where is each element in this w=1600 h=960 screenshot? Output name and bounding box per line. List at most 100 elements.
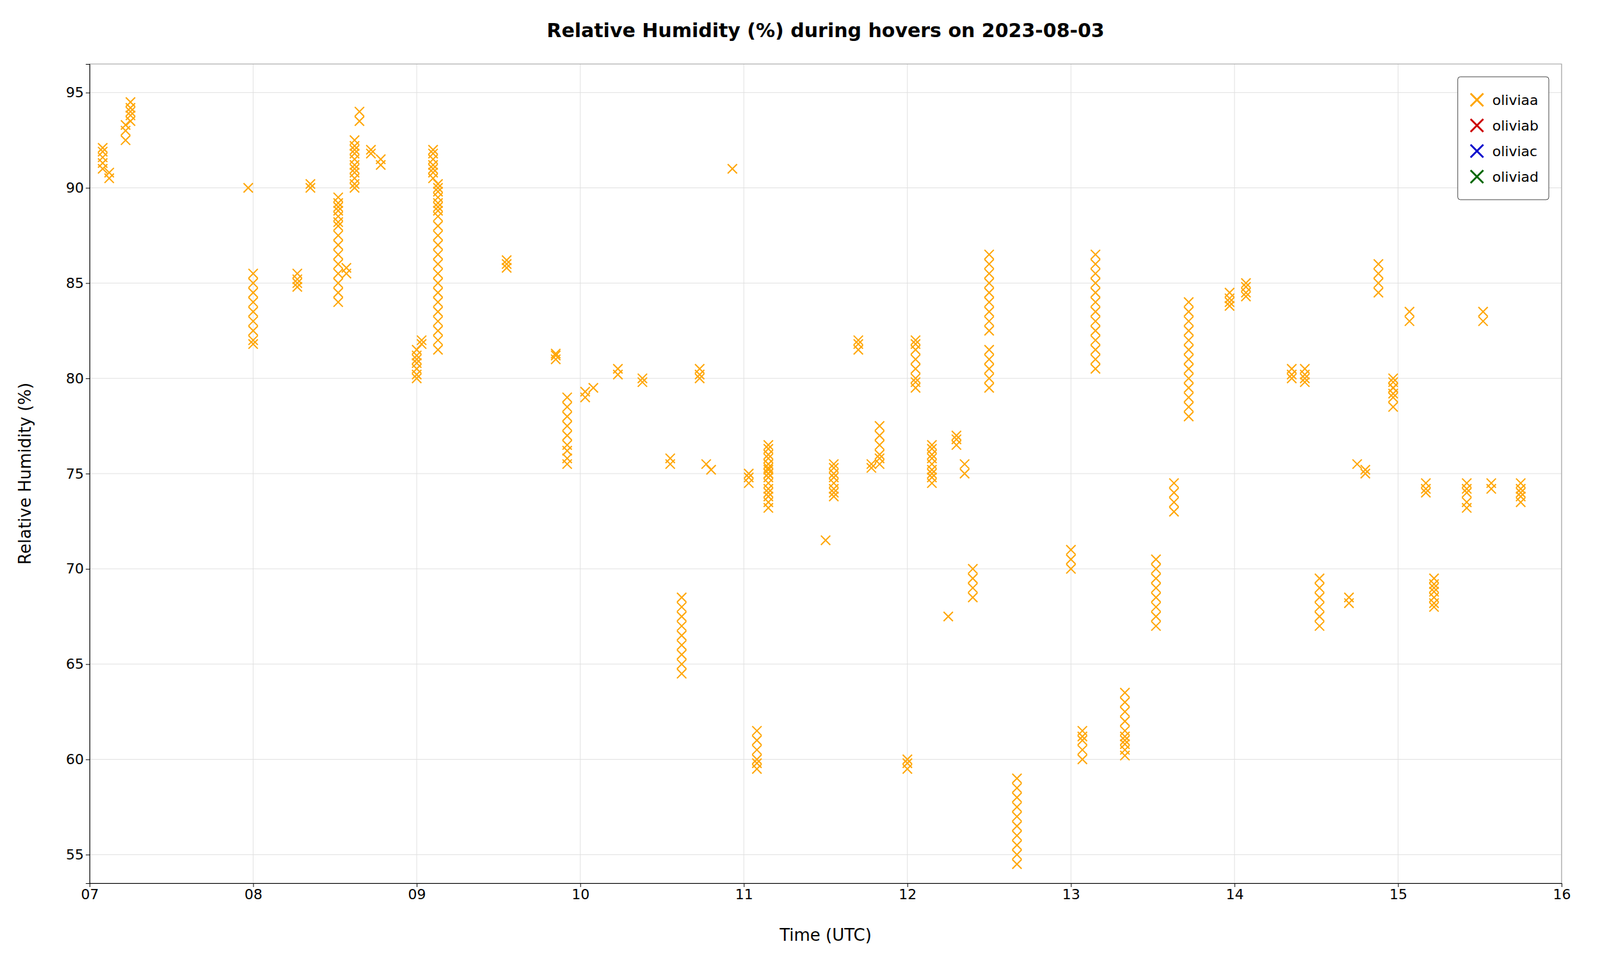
tick-label: 65 [65, 656, 84, 672]
point [433, 278, 443, 288]
point [902, 764, 912, 774]
point [677, 659, 687, 669]
legend-label: oliviab [1492, 117, 1539, 134]
point [968, 564, 978, 575]
tick-label: 70 [65, 560, 84, 577]
point [333, 231, 344, 241]
point [637, 377, 648, 388]
tick: 10 [571, 883, 590, 903]
chart: 07080910111213141516556065707580859095ol… [0, 0, 1600, 960]
tick: 14 [1225, 883, 1244, 903]
point [562, 411, 573, 422]
point [1388, 402, 1399, 413]
point [1151, 573, 1161, 584]
point [341, 268, 352, 279]
point [968, 583, 978, 593]
point [1184, 325, 1194, 336]
point [984, 249, 994, 260]
point [1344, 598, 1355, 608]
tick-label: 85 [65, 275, 84, 292]
grid-line [89, 759, 1562, 760]
point [433, 307, 443, 317]
point [1151, 564, 1161, 575]
point [376, 160, 386, 170]
point [1374, 288, 1384, 298]
legend-marker [1470, 170, 1484, 184]
point [1090, 307, 1101, 317]
point [248, 307, 258, 317]
marks [97, 97, 1526, 869]
point [333, 221, 344, 232]
point [1066, 564, 1076, 575]
point [1012, 792, 1023, 803]
point [984, 307, 994, 317]
point [433, 288, 443, 298]
point [968, 573, 978, 584]
point [1090, 249, 1101, 260]
tick-label: 14 [1225, 886, 1244, 903]
point [984, 268, 994, 279]
point [1120, 716, 1130, 727]
tick-mark [85, 854, 90, 856]
point [1184, 373, 1194, 384]
point [1151, 602, 1161, 612]
point [984, 278, 994, 288]
point [752, 744, 762, 755]
tick: 90 [65, 179, 90, 196]
point [1066, 545, 1076, 555]
axis-line [90, 883, 1563, 888]
point [350, 183, 360, 193]
point [551, 350, 561, 361]
point [1169, 478, 1179, 489]
point [677, 640, 687, 651]
point [1012, 783, 1023, 793]
tick: 12 [898, 883, 917, 903]
tick-label: 60 [65, 751, 84, 768]
point [333, 297, 344, 308]
legend-label: oliviad [1492, 168, 1539, 185]
point [1374, 278, 1384, 288]
legend-marker [1470, 119, 1484, 132]
legend-item: oliviad [1470, 168, 1539, 185]
tick-label: 90 [65, 179, 84, 196]
tick-mark [85, 187, 90, 189]
point [1090, 288, 1101, 298]
point [1360, 469, 1371, 479]
point [1151, 592, 1161, 603]
point [433, 231, 443, 241]
point [1151, 621, 1161, 632]
point [1315, 621, 1325, 632]
point [1090, 316, 1101, 327]
point [354, 116, 365, 127]
point [1315, 592, 1325, 603]
point [1184, 354, 1194, 365]
legend-box [1457, 76, 1549, 200]
point [1012, 812, 1023, 822]
point [1012, 859, 1023, 870]
point [1421, 487, 1432, 498]
point [1352, 459, 1362, 470]
point [562, 446, 573, 456]
point [752, 735, 762, 745]
point [927, 478, 937, 489]
grid-line [89, 282, 1562, 284]
legend-item: oliviac [1470, 143, 1538, 160]
point [412, 373, 422, 384]
point [1090, 354, 1101, 365]
point [984, 259, 994, 269]
point [1224, 301, 1235, 312]
point [1429, 602, 1439, 612]
point [1012, 821, 1023, 831]
legend-label: oliviaa [1492, 92, 1539, 109]
point [1404, 307, 1415, 317]
point [562, 430, 573, 441]
tick: 07 [81, 883, 100, 903]
y-axis: 556065707580859095 [65, 64, 91, 884]
tick-mark [85, 473, 90, 475]
point [333, 268, 344, 279]
point [677, 668, 687, 679]
tick: 65 [65, 656, 90, 672]
tick-mark [85, 664, 90, 665]
tick-label: 15 [1389, 886, 1408, 903]
point [1120, 697, 1130, 708]
